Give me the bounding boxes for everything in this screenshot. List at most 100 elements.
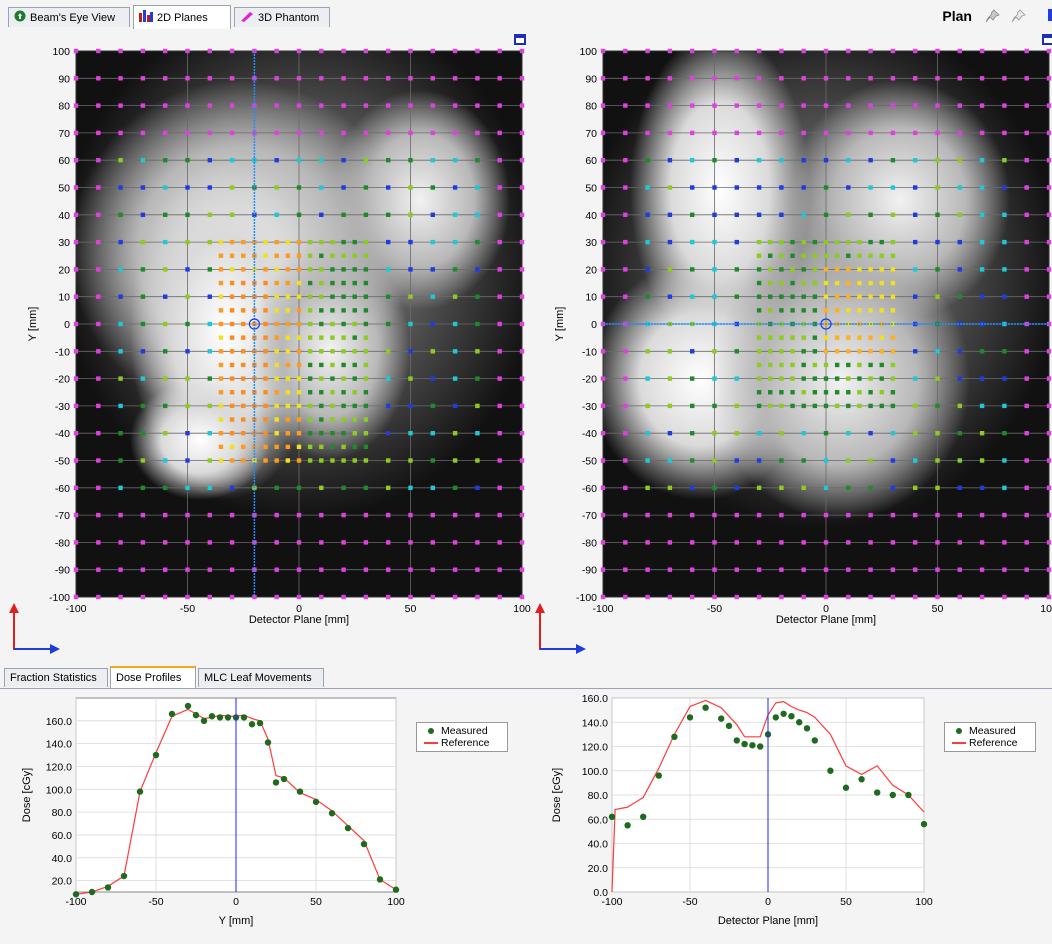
- detector-dot: [623, 376, 628, 381]
- detector-dot: [296, 349, 302, 354]
- measured-point: [757, 743, 764, 750]
- detector-dot: [812, 308, 818, 313]
- x-tick-label: -100: [601, 896, 622, 908]
- detector-dot: [386, 403, 391, 409]
- right-plane[interactable]: 1009080706050403020100-10-20-30-40-50-60…: [554, 10, 1052, 626]
- detector-dot: [623, 130, 628, 136]
- y-tick-label: -50: [582, 456, 597, 468]
- measured-point: [120, 872, 128, 880]
- detector-dot: [96, 103, 101, 108]
- detector-dot: [430, 48, 435, 54]
- profile-cursor[interactable]: [603, 318, 1049, 330]
- measured-point: [328, 810, 336, 817]
- detector-dot: [319, 321, 324, 327]
- y-tick-label: 100.0: [582, 766, 608, 778]
- pin-outline-icon[interactable]: [1010, 8, 1028, 24]
- detector-dot: [452, 294, 458, 299]
- detector-dot: [296, 185, 302, 190]
- detector-dot: [857, 280, 862, 286]
- detector-dot: [352, 376, 357, 381]
- tab-2d-planes[interactable]: 2D Planes: [133, 5, 231, 29]
- y-axis-label: Y [mm]: [27, 307, 39, 342]
- detector-dot: [452, 130, 458, 136]
- detector-dot: [756, 185, 762, 190]
- detector-dot: [913, 239, 918, 245]
- detector-dot: [957, 458, 962, 463]
- detector-dot: [118, 130, 123, 136]
- tab-mlc-leaf-movements[interactable]: MLC Leaf Movements: [198, 668, 324, 687]
- detector-dot: [801, 458, 806, 463]
- detector-dot: [296, 335, 302, 340]
- measured-point: [360, 840, 368, 848]
- detector-dot: [296, 48, 302, 54]
- detector-dot: [667, 567, 673, 572]
- detector-dot: [734, 512, 739, 518]
- detector-dot: [363, 308, 369, 313]
- detector-dot: [163, 376, 168, 381]
- tab-beams-eye-view[interactable]: Beam's Eye View: [8, 7, 130, 27]
- left-plane[interactable]: 1009080706050403020100-10-20-30-40-50-60…: [27, 0, 540, 626]
- profile-cursor[interactable]: [248, 51, 260, 597]
- detector-dot: [274, 130, 279, 136]
- detector-dot: [252, 540, 257, 545]
- measured-point: [376, 876, 384, 883]
- detector-dot: [118, 349, 123, 354]
- detector-dot: [341, 362, 346, 368]
- detector-dot: [1002, 158, 1007, 163]
- profile-chart-y[interactable]: -100 -50 0 50 100 20.0 40.0 60.0 80.0 100.0 120.0 1…: [21, 697, 405, 927]
- detector-dot: [1002, 512, 1007, 518]
- tab-fraction-statistics[interactable]: Fraction Statistics: [4, 668, 108, 687]
- maximize-right-plane-button[interactable]: [1042, 34, 1052, 45]
- detector-dot: [475, 239, 480, 245]
- detector-dot: [73, 540, 79, 545]
- detector-dot: [163, 48, 168, 54]
- detector-dot: [600, 158, 606, 163]
- detector-dot: [274, 390, 279, 395]
- maximize-left-plane-button[interactable]: [514, 34, 526, 45]
- detector-dot: [801, 362, 806, 368]
- detector-dot: [296, 458, 302, 463]
- detector-dot: [229, 540, 235, 545]
- pin-icon[interactable]: [984, 8, 1002, 24]
- detector-dot: [1002, 321, 1007, 327]
- detector-dot: [73, 403, 79, 409]
- detector-dot: [868, 280, 873, 286]
- detector-dot: [623, 294, 628, 299]
- detector-dot: [768, 390, 773, 395]
- detector-dot: [734, 294, 739, 299]
- detector-dot: [645, 567, 650, 572]
- detector-dot: [73, 212, 79, 217]
- y-tick-label: 30: [585, 237, 597, 249]
- detector-dot: [623, 485, 628, 490]
- detector-dot: [846, 253, 851, 258]
- detector-dot: [408, 431, 413, 436]
- detector-dot: [319, 48, 324, 54]
- detector-dot: [979, 294, 985, 299]
- measured-point: [655, 772, 662, 779]
- tab-3d-phantom[interactable]: 3D Phantom: [234, 7, 330, 27]
- detector-dot: [319, 239, 324, 245]
- detector-dot: [229, 376, 235, 381]
- detector-dot: [330, 349, 335, 354]
- detector-dot: [645, 103, 650, 108]
- detector-dot: [319, 158, 324, 163]
- detector-dot: [363, 458, 369, 463]
- detector-dot: [519, 158, 525, 163]
- detector-dot: [979, 267, 985, 272]
- detector-dot: [96, 485, 101, 490]
- detector-dot: [185, 567, 190, 572]
- detector-dot: [868, 267, 873, 272]
- detector-dot: [363, 390, 369, 395]
- detector-dot: [207, 540, 212, 545]
- detector-dot: [1024, 185, 1029, 190]
- tab-dose-profiles[interactable]: Dose Profiles: [110, 666, 196, 688]
- y-tick-label: 10: [585, 292, 597, 304]
- detector-dot: [408, 294, 413, 299]
- detector-dot: [430, 540, 435, 545]
- detector-dot: [363, 158, 369, 163]
- detector-dot: [207, 76, 212, 81]
- profile-chart-detector[interactable]: -100 -50 0 50 100 0.0 20.0 40.0 60.0 80.0 100.0 120…: [551, 693, 933, 927]
- detector-dot: [846, 294, 851, 299]
- detector-dot: [218, 308, 224, 313]
- scroll-indicator[interactable]: [1048, 9, 1052, 21]
